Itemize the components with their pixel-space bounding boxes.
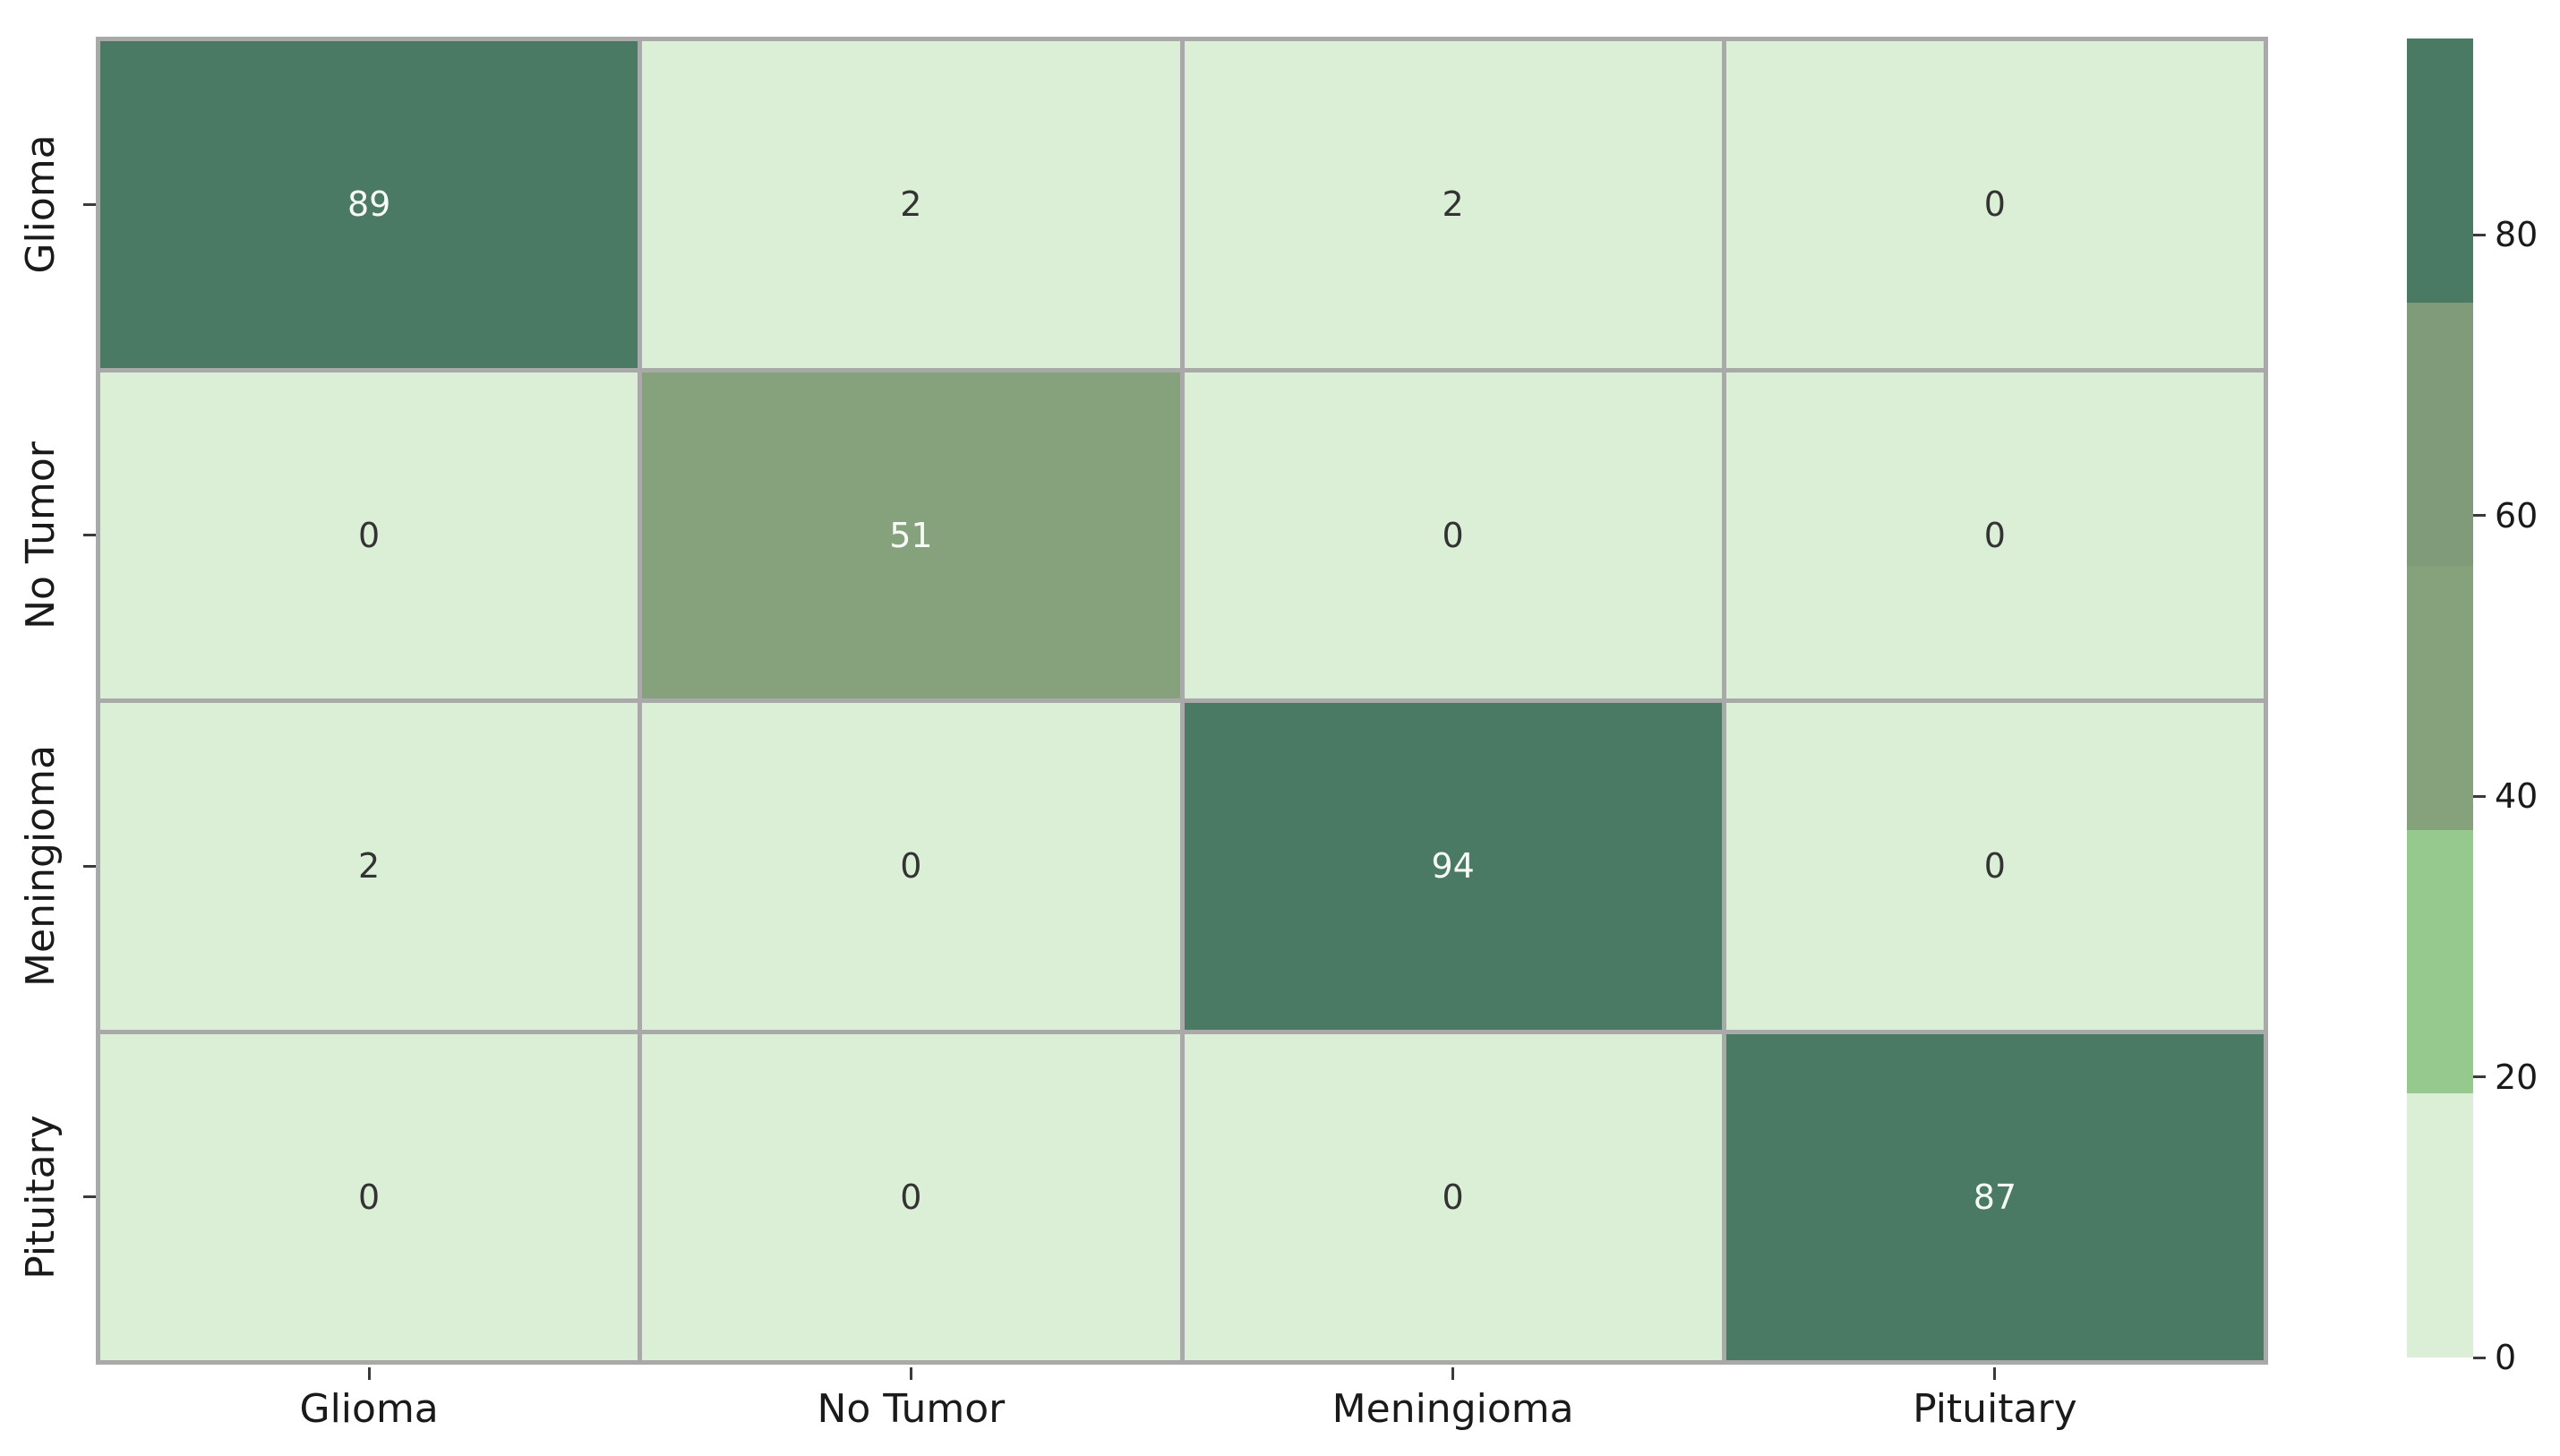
y-tick-mark: [83, 1195, 96, 1199]
colorbar-segment: [2407, 1093, 2473, 1358]
x-tick-mark: [909, 1367, 912, 1380]
heatmap-cell: 0: [1725, 703, 2264, 1030]
heatmap-cell: 2: [100, 703, 638, 1030]
heatmap-cell: 2: [642, 41, 1180, 368]
x-tick-label: Meningioma: [1331, 1386, 1574, 1432]
colorbar-tick-mark: [2473, 514, 2486, 518]
heatmap-cell: 0: [100, 372, 638, 698]
heatmap-grid: 89 2 2 0 0 51 0 0 2 0 94 0 0 0 0 87: [96, 37, 2268, 1365]
colorbar-segment: [2407, 566, 2473, 830]
heatmap-cell: 0: [642, 703, 1180, 1030]
colorbar-tick-mark: [2473, 794, 2486, 798]
heatmap-cell: 94: [1184, 703, 1722, 1030]
x-tick-mark: [1451, 1367, 1455, 1380]
heatmap-cell: 0: [100, 1033, 638, 1360]
colorbar-tick-mark: [2473, 1356, 2486, 1359]
heatmap-cell: 51: [642, 372, 1180, 698]
y-tick-label: Glioma: [18, 134, 64, 274]
y-tick-mark: [83, 202, 96, 206]
x-tick-mark: [367, 1367, 371, 1380]
heatmap-cell: 0: [1184, 372, 1722, 698]
y-tick-mark: [83, 534, 96, 537]
heatmap-cell: 89: [100, 41, 638, 368]
x-tick-label: Glioma: [299, 1386, 439, 1432]
heatmap-cell: 0: [642, 1033, 1180, 1360]
colorbar-tick-label: 60: [2495, 495, 2539, 535]
colorbar-segment: [2407, 829, 2473, 1094]
colorbar-tick-label: 20: [2495, 1057, 2539, 1097]
y-tick-mark: [83, 864, 96, 868]
colorbar-segment: [2407, 39, 2473, 303]
heatmap-cell: 2: [1184, 41, 1722, 368]
colorbar: [2407, 39, 2473, 1358]
colorbar-tick-label: 80: [2495, 215, 2539, 255]
heatmap-cell: 0: [1184, 1033, 1722, 1360]
colorbar-tick-label: 0: [2495, 1338, 2517, 1377]
y-tick-label: Pituitary: [18, 1115, 64, 1280]
heatmap-cell: 0: [1725, 41, 2264, 368]
heatmap-cell: 0: [1725, 372, 2264, 698]
y-tick-label: Meningioma: [18, 745, 64, 988]
colorbar-segment: [2407, 302, 2473, 567]
x-tick-label: No Tumor: [817, 1386, 1006, 1432]
colorbar-tick-label: 40: [2495, 776, 2539, 817]
colorbar-tick-mark: [2473, 233, 2486, 236]
x-tick-label: Pituitary: [1913, 1386, 2077, 1432]
heatmap-cell: 87: [1725, 1033, 2264, 1360]
colorbar-tick-mark: [2473, 1075, 2486, 1079]
x-tick-mark: [1993, 1367, 1997, 1380]
y-tick-label: No Tumor: [18, 441, 64, 630]
